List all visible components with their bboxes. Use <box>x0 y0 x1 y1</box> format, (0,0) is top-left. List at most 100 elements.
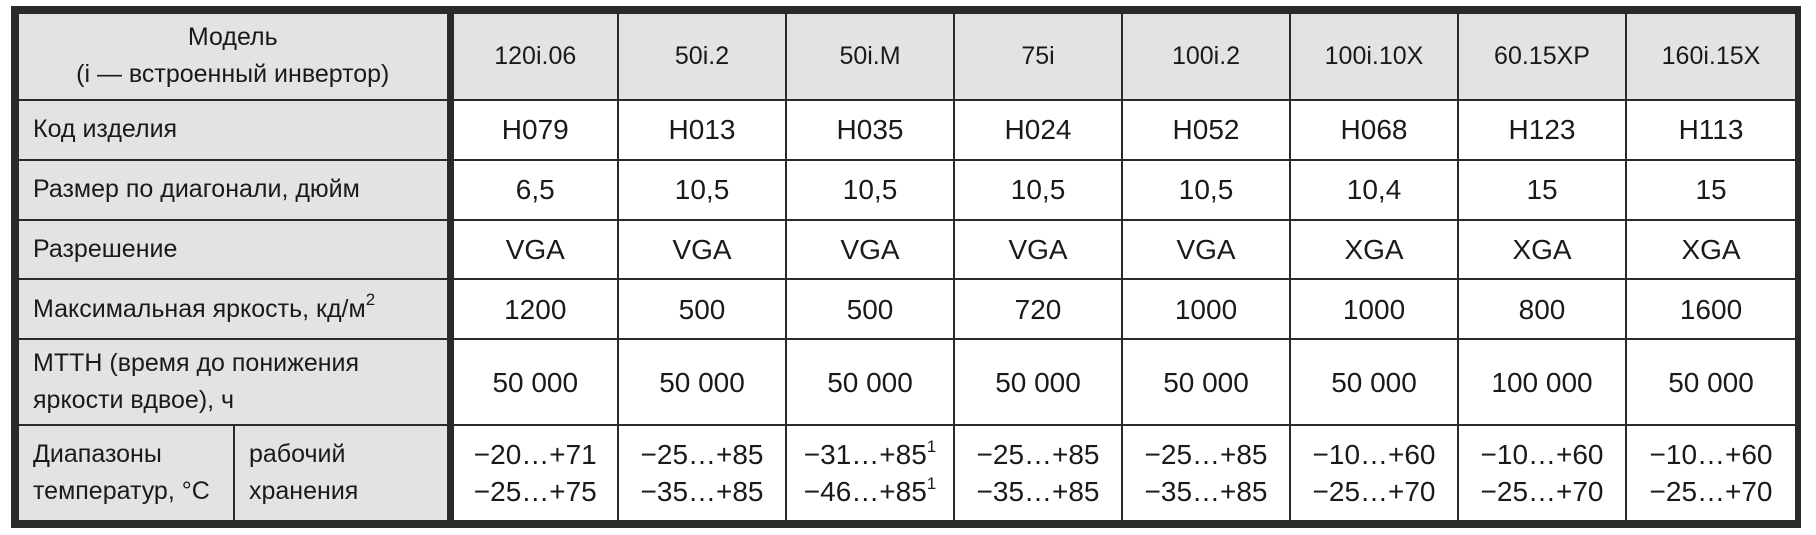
cell-value: XGA <box>1457 218 1628 281</box>
operating-range: −25…+85 <box>976 439 1100 470</box>
cell-value: 800 <box>1457 278 1628 341</box>
model-header-note: (i — встроенный инвертор) <box>76 60 390 89</box>
cell-value: 10,4 <box>1289 158 1460 221</box>
cell-value: 10,5 <box>785 158 956 221</box>
operating-range-line: −31…+851 <box>787 436 953 473</box>
cell-value: 720 <box>953 278 1124 341</box>
storage-range: −25…+70 <box>1312 476 1436 507</box>
model-name: 100i.2 <box>1121 12 1292 101</box>
footnote-mark: 1 <box>926 474 937 493</box>
cell-value: H079 <box>449 98 620 161</box>
cell-value: VGA <box>449 218 620 281</box>
table-row: Размер по диагонали, дюйм 6,5 10,5 10,5 … <box>16 158 1798 221</box>
table-row: Максимальная яркость, кд/м2 1200 500 500… <box>16 278 1798 341</box>
table-row: Диапазоны температур, °C рабочий хранени… <box>17 424 1798 522</box>
model-header-cell: Модель (i — встроенный инвертор) <box>16 12 454 101</box>
cell-value: H123 <box>1457 98 1628 161</box>
specs-table: Модель (i — встроенный инвертор) 120i.06… <box>16 12 1798 522</box>
model-name: 120i.06 <box>449 12 620 101</box>
table-row: Разрешение VGA VGA VGA VGA VGA XGA XGA X… <box>16 218 1798 281</box>
cell-value: 50 000 <box>953 338 1124 427</box>
model-name: 60.15XP <box>1457 12 1628 101</box>
storage-range: −35…+85 <box>1144 476 1268 507</box>
sublabel-storage: хранения <box>249 477 359 505</box>
model-name: 160i.15X <box>1625 12 1798 101</box>
cell-value: 500 <box>785 278 956 341</box>
model-name: 50i.M <box>785 12 956 101</box>
model-name: 75i <box>953 12 1124 101</box>
table-row: Код изделия H079 H013 H035 H024 H052 H06… <box>16 98 1798 161</box>
table-frame <box>11 6 1801 528</box>
cell-value: 1000 <box>1289 278 1460 341</box>
operating-range: −31…+85 <box>803 439 927 470</box>
temperature-sublabels: рабочий хранения <box>232 424 454 522</box>
storage-range: −25…+75 <box>473 476 597 507</box>
mtth-label-line1: MTTH (время до понижения <box>33 349 360 378</box>
model-name: 50i.2 <box>617 12 788 101</box>
cell-value: H052 <box>1121 98 1292 161</box>
storage-range: −25…+70 <box>1480 476 1604 507</box>
temperature-label-line2: температур, °C <box>33 477 210 505</box>
operating-range: −10…+60 <box>1312 439 1436 470</box>
cell-value: 50 000 <box>1625 338 1798 427</box>
storage-range: −35…+85 <box>976 476 1100 507</box>
cell-value: VGA <box>785 218 956 281</box>
cell-value: 10,5 <box>1121 158 1292 221</box>
brightness-label-text: Максимальная яркость, кд/м <box>33 294 366 323</box>
operating-range: −25…+85 <box>1144 439 1268 470</box>
operating-range: −20…+71 <box>473 439 597 470</box>
cell-value: 50 000 <box>1121 338 1292 427</box>
temperature-label-line1: Диапазоны <box>33 440 162 468</box>
model-name: 100i.10X <box>1289 12 1460 101</box>
cell-value: VGA <box>953 218 1124 281</box>
row-label-mtth: MTTH (время до понижения яркости вдвое),… <box>16 338 454 427</box>
cell-value: H024 <box>953 98 1124 161</box>
cell-value: 50 000 <box>449 338 620 427</box>
temperature-cell: −10…+60 −25…+70 <box>1289 424 1460 522</box>
brightness-unit-exponent: 2 <box>365 289 376 309</box>
sublabel-operating: рабочий <box>249 440 346 468</box>
temperature-cell: −20…+71 −25…+75 <box>449 424 620 522</box>
cell-value: 1600 <box>1625 278 1798 341</box>
temperature-cell: −25…+85 −35…+85 <box>1121 424 1292 522</box>
temperature-cell: −25…+85 −35…+85 <box>953 424 1124 522</box>
cell-value: H113 <box>1625 98 1798 161</box>
footnote-mark: 1 <box>926 437 937 456</box>
operating-range: −10…+60 <box>1480 439 1604 470</box>
storage-range: −35…+85 <box>640 476 764 507</box>
cell-value: 10,5 <box>617 158 788 221</box>
cell-value: 1200 <box>449 278 620 341</box>
cell-value: 6,5 <box>449 158 620 221</box>
model-header-label: Модель <box>187 23 278 52</box>
cell-value: H013 <box>617 98 788 161</box>
cell-value: VGA <box>1121 218 1292 281</box>
row-label-diagonal: Размер по диагонали, дюйм <box>16 158 454 221</box>
header-row: Модель (i — встроенный инвертор) 120i.06… <box>16 12 1798 101</box>
cell-value: 1000 <box>1121 278 1292 341</box>
cell-value: XGA <box>1625 218 1798 281</box>
temperature-cell: −10…+60 −25…+70 <box>1625 424 1798 522</box>
cell-value: XGA <box>1289 218 1460 281</box>
row-label-code: Код изделия <box>16 98 454 161</box>
storage-range: −46…+85 <box>803 476 927 507</box>
cell-value: 50 000 <box>617 338 788 427</box>
row-label-brightness: Максимальная яркость, кд/м2 <box>16 278 454 341</box>
operating-range: −10…+60 <box>1649 439 1773 470</box>
cell-value: 100 000 <box>1457 338 1628 427</box>
storage-range-line: −46…+851 <box>787 473 953 510</box>
cell-value: 15 <box>1457 158 1628 221</box>
cell-value: H035 <box>785 98 956 161</box>
cell-value: 50 000 <box>1289 338 1460 427</box>
row-label-resolution: Разрешение <box>16 218 454 281</box>
cell-value: 15 <box>1625 158 1798 221</box>
cell-value: 50 000 <box>785 338 956 427</box>
temperature-cell: −31…+851 −46…+851 <box>785 424 956 522</box>
cell-value: VGA <box>617 218 788 281</box>
cell-value: H068 <box>1289 98 1460 161</box>
mtth-label-line2: яркости вдвое), ч <box>33 386 235 415</box>
storage-range: −25…+70 <box>1649 476 1773 507</box>
cell-value: 10,5 <box>953 158 1124 221</box>
temperature-cell: −10…+60 −25…+70 <box>1457 424 1628 522</box>
temperature-cell: −25…+85 −35…+85 <box>617 424 788 522</box>
operating-range: −25…+85 <box>640 439 764 470</box>
